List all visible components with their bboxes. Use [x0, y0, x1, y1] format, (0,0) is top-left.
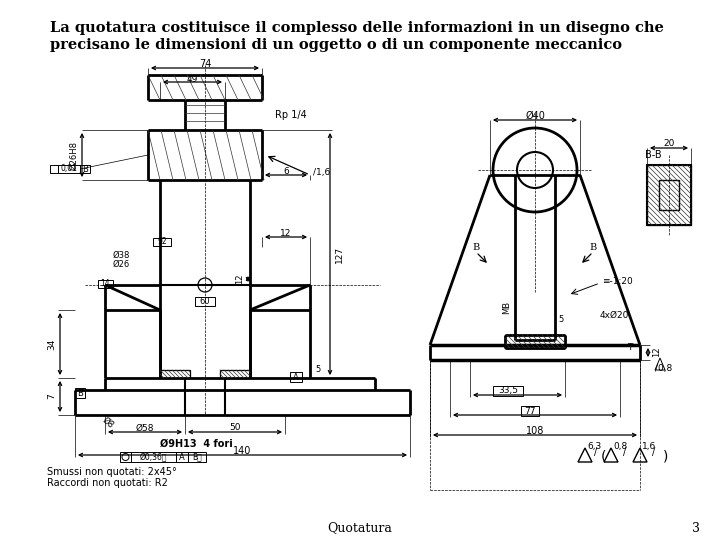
Bar [647, 165, 691, 225]
Text: Rp 1/4: Rp 1/4 [275, 110, 307, 120]
Text: 0,8: 0,8 [613, 442, 627, 450]
Text: 7: 7 [47, 393, 56, 399]
Text: BⓂ: BⓂ [192, 453, 202, 462]
Text: Ø0,36Ⓜ: Ø0,36Ⓜ [139, 453, 167, 462]
Text: 127: 127 [335, 246, 344, 262]
Text: 140: 140 [233, 446, 251, 456]
Bar [75, 388, 85, 398]
Text: A: A [293, 373, 299, 381]
Text: 49: 49 [186, 75, 198, 84]
Text: (: ( [601, 449, 606, 463]
Bar [80, 165, 90, 173]
Bar [220, 370, 250, 378]
Text: 1,6: 1,6 [642, 442, 656, 450]
Text: ≡-1:20: ≡-1:20 [602, 276, 633, 286]
Bar [98, 280, 113, 288]
Bar [647, 165, 691, 225]
Text: 4xØ20: 4xØ20 [600, 310, 629, 320]
Text: 33,5: 33,5 [498, 387, 518, 395]
Text: B: B [590, 242, 597, 252]
Text: 5: 5 [315, 366, 320, 375]
Bar [58, 165, 80, 173]
Text: 34: 34 [47, 339, 56, 350]
Text: Ø38: Ø38 [113, 251, 130, 260]
Text: 3: 3 [692, 522, 700, 535]
Bar [50, 165, 58, 173]
Text: 60: 60 [199, 297, 210, 306]
Text: 12: 12 [652, 347, 661, 357]
Text: 74: 74 [199, 59, 211, 69]
Text: B-B: B-B [645, 150, 662, 160]
Text: ): ) [663, 449, 668, 463]
Text: 77: 77 [524, 407, 536, 415]
Text: A: A [179, 453, 185, 462]
Text: 6,3: 6,3 [587, 442, 601, 450]
Text: Ø8: Ø8 [100, 416, 115, 430]
Bar [220, 370, 250, 378]
Bar [493, 386, 523, 396]
Text: 12: 12 [235, 274, 244, 284]
Text: 20: 20 [663, 139, 675, 148]
Text: /: / [594, 447, 598, 457]
Text: Ø40: Ø40 [525, 111, 545, 121]
Text: Smussi non quotati: 2x45°: Smussi non quotati: 2x45° [47, 467, 176, 477]
Text: /0,8: /0,8 [655, 363, 672, 373]
Text: precisano le dimensioni di un oggetto o di un componente meccanico: precisano le dimensioni di un oggetto o … [50, 38, 622, 52]
Text: Ø9H13  4 fori: Ø9H13 4 fori [160, 439, 233, 449]
Bar [120, 452, 131, 462]
Bar [160, 370, 190, 378]
Text: /: / [623, 447, 626, 457]
Text: B: B [472, 242, 480, 252]
Bar [290, 372, 302, 382]
Text: B: B [77, 388, 83, 397]
Bar [521, 406, 539, 416]
Bar [153, 238, 171, 246]
Text: Ø26: Ø26 [113, 260, 130, 268]
Text: 6: 6 [283, 166, 289, 176]
Bar [160, 370, 190, 378]
Bar [647, 165, 691, 225]
Bar [176, 452, 188, 462]
Text: 108: 108 [526, 426, 544, 436]
Text: 14: 14 [101, 280, 110, 288]
Text: /1,6: /1,6 [313, 168, 330, 178]
Text: La quotatura costituisce il complesso delle informazioni in un disegno che: La quotatura costituisce il complesso de… [50, 21, 664, 35]
Text: /: / [652, 447, 655, 457]
Text: 92: 92 [157, 238, 167, 246]
Text: T: T [627, 343, 633, 353]
Text: 12: 12 [280, 228, 292, 238]
Bar [505, 335, 565, 348]
Text: 50: 50 [229, 423, 240, 433]
Text: Quotatura: Quotatura [328, 522, 392, 535]
Text: 5: 5 [558, 315, 563, 325]
Text: Raccordi non quotati: R2: Raccordi non quotati: R2 [47, 478, 168, 488]
Bar [188, 452, 206, 462]
Bar [659, 180, 679, 210]
Text: 0,01: 0,01 [60, 165, 78, 173]
Text: B: B [82, 165, 88, 173]
Bar [505, 335, 565, 348]
Text: MB: MB [503, 300, 511, 314]
Text: Ø26H8: Ø26H8 [69, 140, 78, 170]
Bar [195, 297, 215, 306]
Bar [131, 452, 176, 462]
Text: Ø58: Ø58 [136, 423, 154, 433]
